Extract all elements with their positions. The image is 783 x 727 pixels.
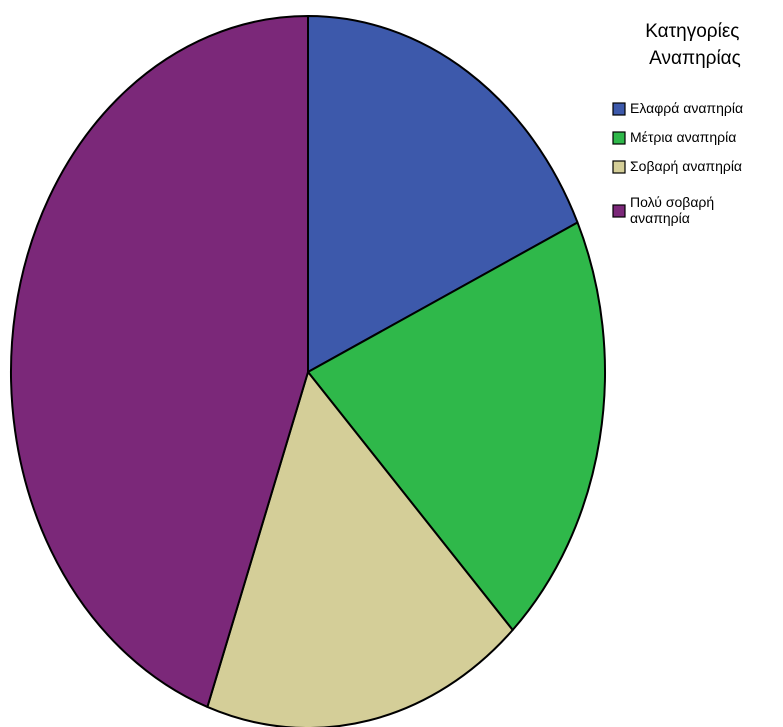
legend: Κατηγορίες Αναπηρίας Ελαφρά αναπηρία Μέτρ… bbox=[612, 21, 745, 226]
legend-title-line-1: Κατηγορίες bbox=[645, 21, 739, 42]
pie-slice-3 bbox=[206, 371, 514, 727]
legend-label-4-line-2: αναπηρία bbox=[630, 210, 690, 226]
pie-slice-4 bbox=[10, 15, 309, 708]
legend-swatch-3 bbox=[612, 160, 626, 174]
pie-slice-1 bbox=[307, 15, 579, 373]
pie-slice-2 bbox=[307, 221, 606, 631]
legend-label-4-line-1: Πολύ σοβαρή bbox=[630, 194, 714, 210]
legend-label-2: Μέτρια αναπηρία bbox=[630, 129, 736, 145]
legend-swatch-2 bbox=[612, 131, 626, 145]
legend-item-1: Ελαφρά αναπηρία bbox=[612, 100, 743, 116]
legend-label-1-line-1: Ελαφρά αναπηρία bbox=[630, 100, 743, 116]
legend-label-1: Ελαφρά αναπηρία bbox=[630, 100, 743, 116]
legend-swatch-1 bbox=[612, 102, 626, 116]
legend-title: Κατηγορίες Αναπηρίας bbox=[645, 21, 745, 69]
legend-item-3: Σοβαρή αναπηρία bbox=[612, 158, 742, 174]
legend-item-4: Πολύ σοβαρή αναπηρία bbox=[612, 194, 714, 226]
legend-label-3-line-1: Σοβαρή αναπηρία bbox=[630, 158, 742, 174]
legend-item-2: Μέτρια αναπηρία bbox=[612, 129, 736, 145]
legend-label-4: Πολύ σοβαρή αναπηρία bbox=[630, 194, 714, 226]
legend-items: Ελαφρά αναπηρία Μέτρια αναπηρία Σοβαρή ανα… bbox=[612, 100, 743, 226]
legend-swatch-4 bbox=[612, 204, 626, 218]
legend-label-2-line-1: Μέτρια αναπηρία bbox=[630, 129, 736, 145]
pie-slices bbox=[10, 15, 606, 727]
legend-label-3: Σοβαρή αναπηρία bbox=[630, 158, 742, 174]
legend-title-line-2: Αναπηρίας bbox=[649, 48, 741, 69]
